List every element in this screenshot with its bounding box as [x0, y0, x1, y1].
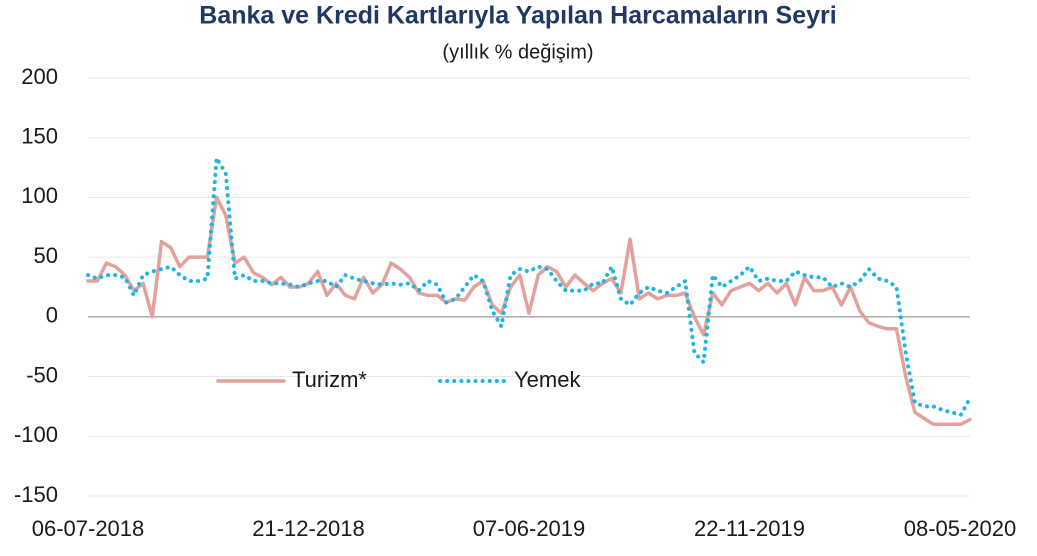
series-line [86, 156, 972, 417]
x-tick-label: 08-05-2020 [904, 516, 1017, 541]
y-tick-label: 200 [21, 64, 58, 89]
legend-label: Turizm* [292, 367, 367, 392]
y-tick-label: 100 [21, 183, 58, 208]
chart-subtitle: (yıllık % değişim) [442, 41, 593, 63]
y-tick-label: 50 [34, 243, 58, 268]
y-tick-label: -50 [26, 362, 58, 387]
x-tick-label: 22-11-2019 [694, 516, 805, 541]
y-tick-label: -150 [14, 482, 58, 507]
y-tick-label: 150 [21, 124, 58, 149]
y-tick-label: 0 [46, 303, 58, 328]
x-tick-label: 06-07-2018 [32, 516, 145, 541]
series-line [86, 195, 972, 427]
x-tick-label: 21-12-2018 [252, 516, 365, 541]
chart-title: Banka ve Kredi Kartlarıyla Yapılan Harca… [199, 2, 836, 30]
legend-label: Yemek [514, 367, 581, 392]
y-tick-label: -100 [14, 422, 58, 447]
x-tick-label: 07-06-2019 [473, 516, 586, 541]
